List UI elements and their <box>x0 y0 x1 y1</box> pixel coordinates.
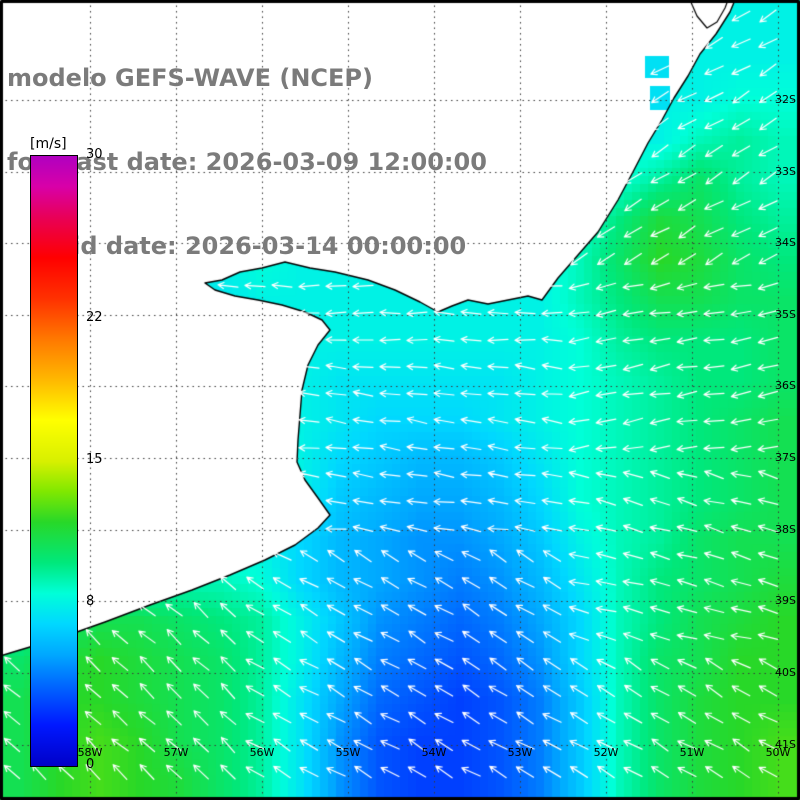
colorbar-tick: 15 <box>86 452 103 467</box>
model-title: modelo GEFS-WAVE (NCEP) <box>7 64 373 92</box>
colorbar-tick: 8 <box>86 594 95 610</box>
colorbar-unit-label: [m/s] <box>30 136 67 152</box>
colorbar-tick: 22 <box>86 309 103 325</box>
colorbar: [m/s] 30 22 15 8 0 <box>30 136 150 772</box>
colorbar-gradient <box>30 155 78 767</box>
colorbar-tick: 0 <box>86 757 95 772</box>
colorbar-tick: 30 <box>86 147 103 162</box>
title-block: modelo GEFS-WAVE (NCEP) forecast date: 2… <box>7 8 487 316</box>
